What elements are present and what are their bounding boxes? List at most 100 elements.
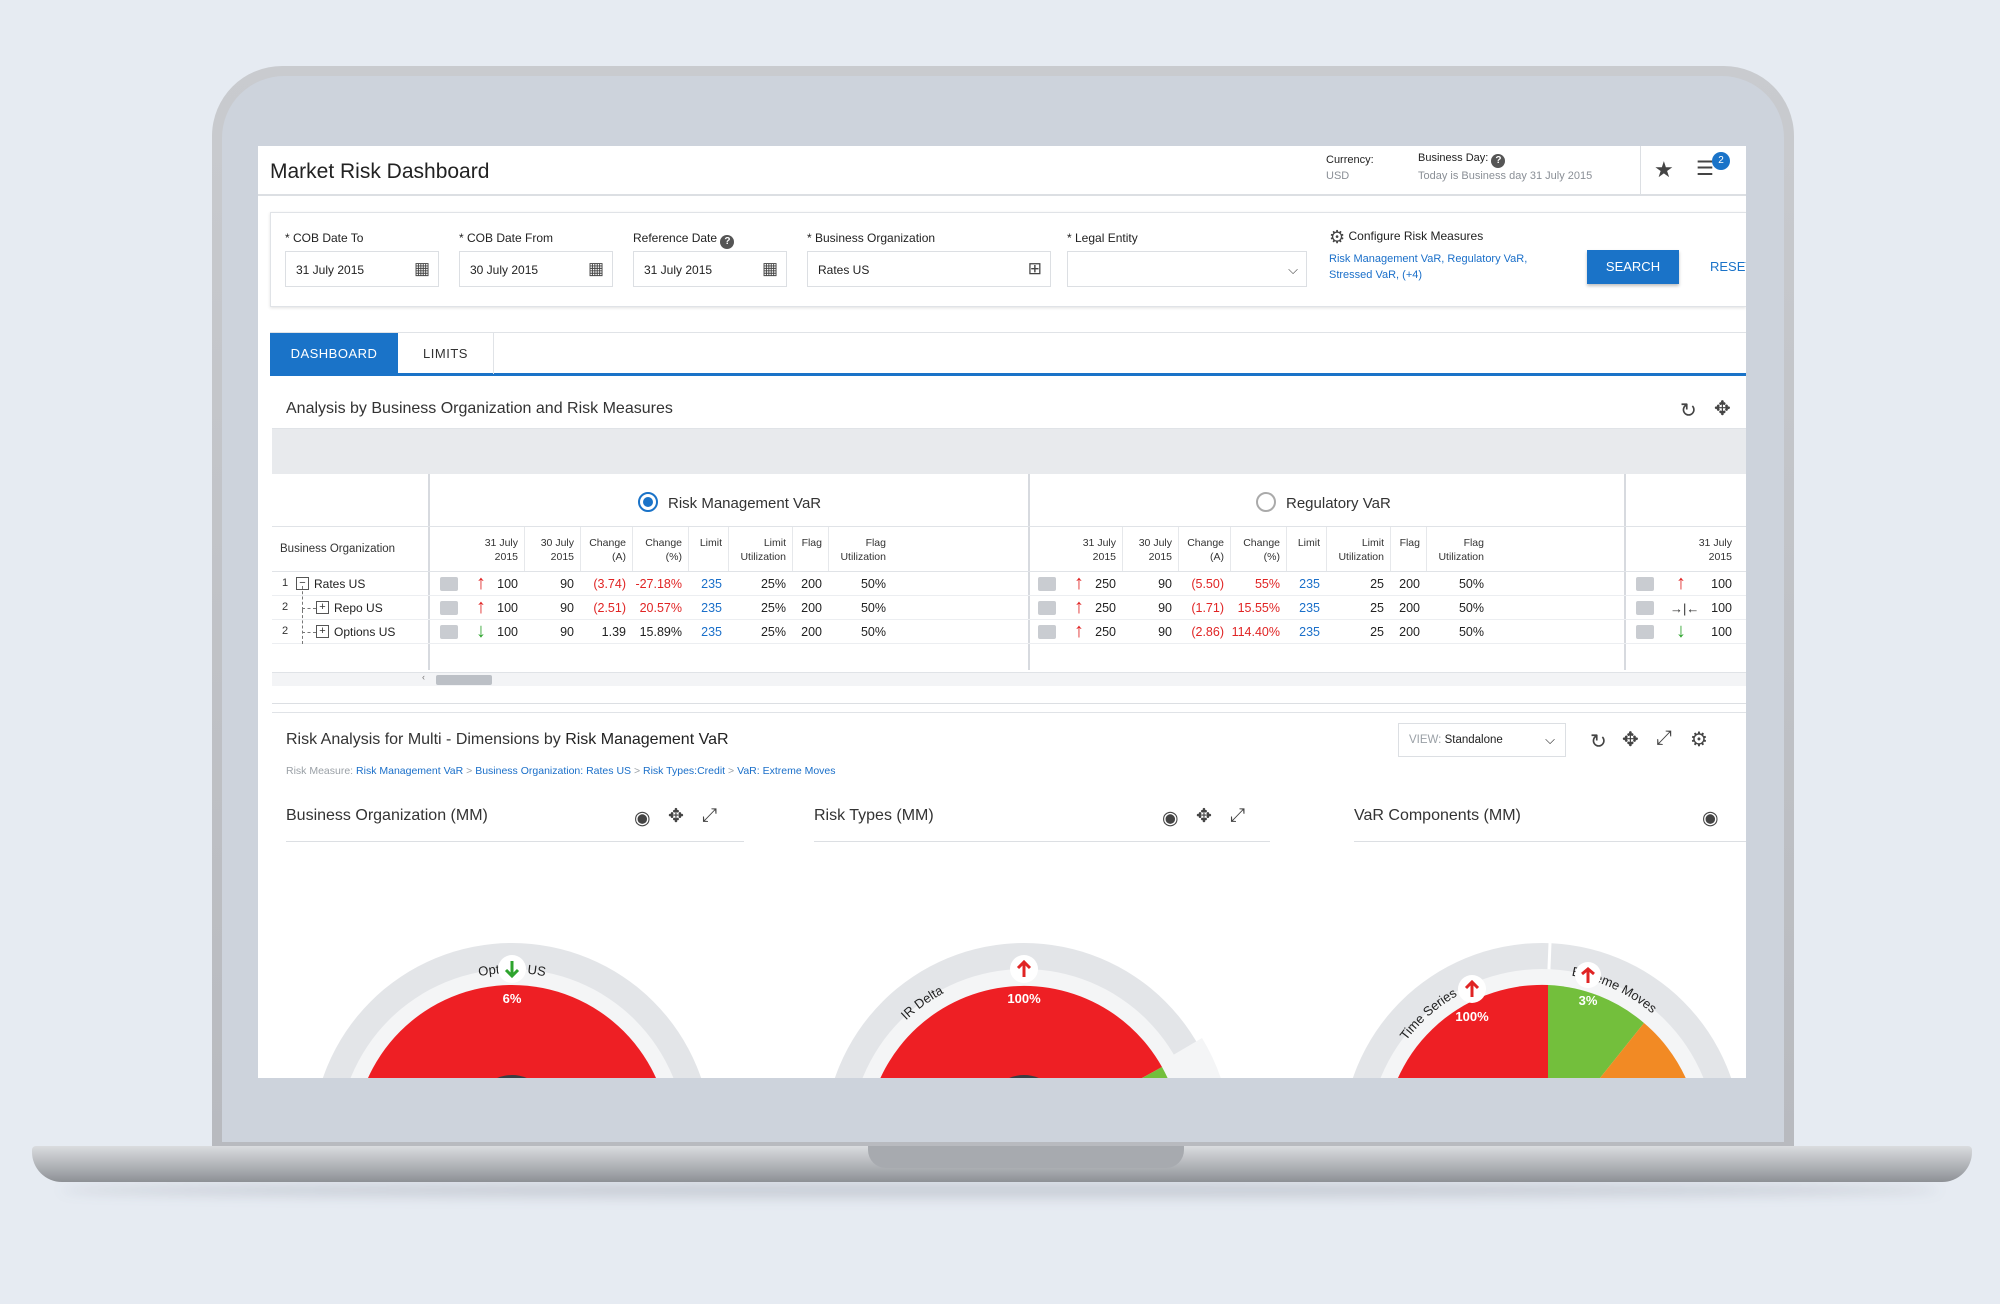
- column-header[interactable]: 31 July 2015: [1698, 537, 1732, 563]
- segment-other[interactable]: [1548, 1023, 1700, 1078]
- column-header[interactable]: 31 July 2015: [484, 537, 518, 563]
- folder-icon[interactable]: [1038, 577, 1056, 591]
- folder-icon[interactable]: [1038, 601, 1056, 615]
- org-chart-icon[interactable]: ⊞: [1027, 259, 1042, 278]
- cob-date-to-field[interactable]: 31 July 2015 ▦: [285, 251, 439, 287]
- column-header[interactable]: Change (%): [1243, 537, 1280, 563]
- move-icon[interactable]: ✥: [1714, 398, 1731, 420]
- folder-icon[interactable]: [1636, 601, 1654, 615]
- chevron-down-icon[interactable]: ⌵: [1288, 262, 1298, 277]
- folder-icon[interactable]: [440, 601, 458, 615]
- column-header[interactable]: Change (A): [589, 537, 626, 563]
- risk-types-sunburst[interactable]: IR Delta 100% 227: [824, 943, 1232, 1078]
- column-header[interactable]: Limit: [1297, 537, 1320, 549]
- expand-icon[interactable]: ⤢: [1656, 727, 1672, 749]
- table-cell[interactable]: 235: [701, 601, 722, 615]
- column-header[interactable]: Change (%): [645, 537, 682, 563]
- table-cell[interactable]: 235: [1299, 577, 1320, 591]
- column-header[interactable]: 30 July 2015: [1138, 537, 1172, 563]
- table-row[interactable]: 2 + Options US ↓ 100 90 1.39 15.89% 235 25% 200 50%…: [272, 610, 1746, 644]
- hide-icon[interactable]: ◉: [1702, 808, 1719, 829]
- tab-limits[interactable]: LIMITS: [398, 333, 494, 374]
- calendar-icon[interactable]: ▦: [761, 259, 778, 278]
- column-header[interactable]: Limit Utilization: [740, 537, 786, 563]
- risk-measures-link-2[interactable]: Stressed VaR, (+4): [1329, 269, 1423, 281]
- hide-icon[interactable]: ◉: [634, 808, 651, 829]
- column-header[interactable]: Flag: [801, 537, 822, 549]
- folder-icon[interactable]: [1038, 625, 1056, 639]
- search-button[interactable]: SEARCH: [1587, 250, 1679, 284]
- gear-icon[interactable]: ⚙: [1329, 227, 1346, 247]
- column-header[interactable]: 31 July 2015: [1082, 537, 1116, 563]
- var-components-sunburst[interactable]: Time Series Extreme Moves 100% 3%: [1342, 942, 1742, 1078]
- column-header[interactable]: Flag Utilization: [1438, 537, 1484, 563]
- risk-measures-link-1[interactable]: Risk Management VaR, Regulatory VaR,: [1329, 253, 1528, 265]
- move-icon[interactable]: ✥: [668, 806, 684, 827]
- row-name[interactable]: Rates US: [314, 577, 366, 591]
- tab-dashboard[interactable]: DASHBOARD: [270, 333, 398, 374]
- expand-node-icon[interactable]: +: [316, 625, 329, 638]
- chevron-down-icon[interactable]: ⌵: [1545, 732, 1555, 747]
- table-cell[interactable]: 235: [1299, 601, 1320, 615]
- column-header[interactable]: Flag: [1399, 537, 1420, 549]
- radio-selected-icon[interactable]: [638, 492, 658, 512]
- help-icon[interactable]: ?: [1491, 154, 1506, 168]
- scrollbar-thumb[interactable]: [436, 675, 492, 685]
- folder-icon[interactable]: [1636, 577, 1654, 591]
- horizontal-scrollbar[interactable]: ‹: [272, 672, 1746, 686]
- breadcrumb-item[interactable]: Risk Types:Credit: [643, 765, 726, 777]
- help-icon[interactable]: ?: [720, 235, 735, 249]
- folder-icon[interactable]: [1636, 625, 1654, 639]
- group-rm-var[interactable]: Risk Management VaR: [638, 492, 821, 512]
- segment-ir-delta[interactable]: [866, 985, 1162, 1078]
- column-header[interactable]: Limit: [699, 537, 722, 549]
- move-icon[interactable]: ✥: [1196, 806, 1212, 827]
- calendar-icon[interactable]: ▦: [587, 259, 604, 278]
- legal-entity-select[interactable]: ⌵: [1067, 251, 1307, 287]
- cob-date-from-field[interactable]: 30 July 2015 ▦: [459, 251, 613, 287]
- group-reg-var[interactable]: Regulatory VaR: [1256, 492, 1391, 512]
- move-icon[interactable]: ✥: [1622, 729, 1639, 751]
- segment-time-series[interactable]: [1384, 984, 1548, 1078]
- bo-sunburst[interactable]: Options US 6% 227: [312, 943, 712, 1078]
- segment-other[interactable]: [1024, 1067, 1182, 1078]
- calendar-icon[interactable]: ▦: [413, 259, 430, 278]
- segment-options-us[interactable]: [354, 985, 670, 1078]
- list-icon[interactable]: ☰: [1696, 158, 1714, 180]
- table-row[interactable]: 1− Rates US ↑ 100 90 (3.74) -27.18% 235 25% 200 50…: [272, 572, 1746, 596]
- folder-icon[interactable]: [440, 625, 458, 639]
- reset-link[interactable]: RESET: [1710, 259, 1746, 274]
- column-header[interactable]: Change (A): [1187, 537, 1224, 563]
- gear-icon[interactable]: ⚙: [1690, 729, 1708, 751]
- refresh-icon[interactable]: ↻: [1680, 400, 1697, 422]
- table-row[interactable]: 2 + Repo US ↑ 100 90 (2.51) 20.57% 235 25% 200 50% ↑…: [272, 586, 1746, 620]
- row-name[interactable]: Repo US: [334, 601, 383, 615]
- configure-risk-measures[interactable]: ⚙ Configure Risk Measures: [1329, 227, 1483, 248]
- view-select[interactable]: VIEW: Standalone ⌵: [1398, 723, 1566, 757]
- expand-node-icon[interactable]: +: [316, 601, 329, 614]
- radio-unselected-icon[interactable]: [1256, 492, 1276, 512]
- center-node[interactable]: [474, 1075, 550, 1078]
- folder-icon[interactable]: [440, 577, 458, 591]
- breadcrumb-item[interactable]: VaR: Extreme Moves: [737, 765, 836, 777]
- table-cell[interactable]: 235: [701, 625, 722, 639]
- center-node[interactable]: [986, 1075, 1062, 1078]
- reference-date-field[interactable]: 31 July 2015 ▦: [633, 251, 787, 287]
- scroll-left-icon[interactable]: ‹: [422, 672, 425, 682]
- segment-extreme-moves[interactable]: [1548, 985, 1644, 1078]
- column-header[interactable]: 30 July 2015: [540, 537, 574, 563]
- business-organization-field[interactable]: Rates US ⊞: [807, 251, 1051, 287]
- table-cell: 50%: [860, 625, 886, 639]
- expand-icon[interactable]: ⤢: [702, 805, 718, 826]
- table-cell[interactable]: 235: [701, 577, 722, 591]
- table-cell[interactable]: 235: [1299, 625, 1320, 639]
- column-header[interactable]: Limit Utilization: [1338, 537, 1384, 563]
- row-name[interactable]: Options US: [334, 625, 396, 639]
- column-header[interactable]: Flag Utilization: [840, 537, 886, 563]
- breadcrumb-item[interactable]: Business Organization: Rates US: [475, 765, 632, 777]
- expand-icon[interactable]: ⤢: [1230, 805, 1246, 826]
- star-icon[interactable]: ★: [1654, 157, 1674, 182]
- breadcrumb-item[interactable]: Risk Management VaR: [356, 765, 464, 777]
- refresh-icon[interactable]: ↻: [1590, 731, 1607, 753]
- hide-icon[interactable]: ◉: [1162, 808, 1179, 829]
